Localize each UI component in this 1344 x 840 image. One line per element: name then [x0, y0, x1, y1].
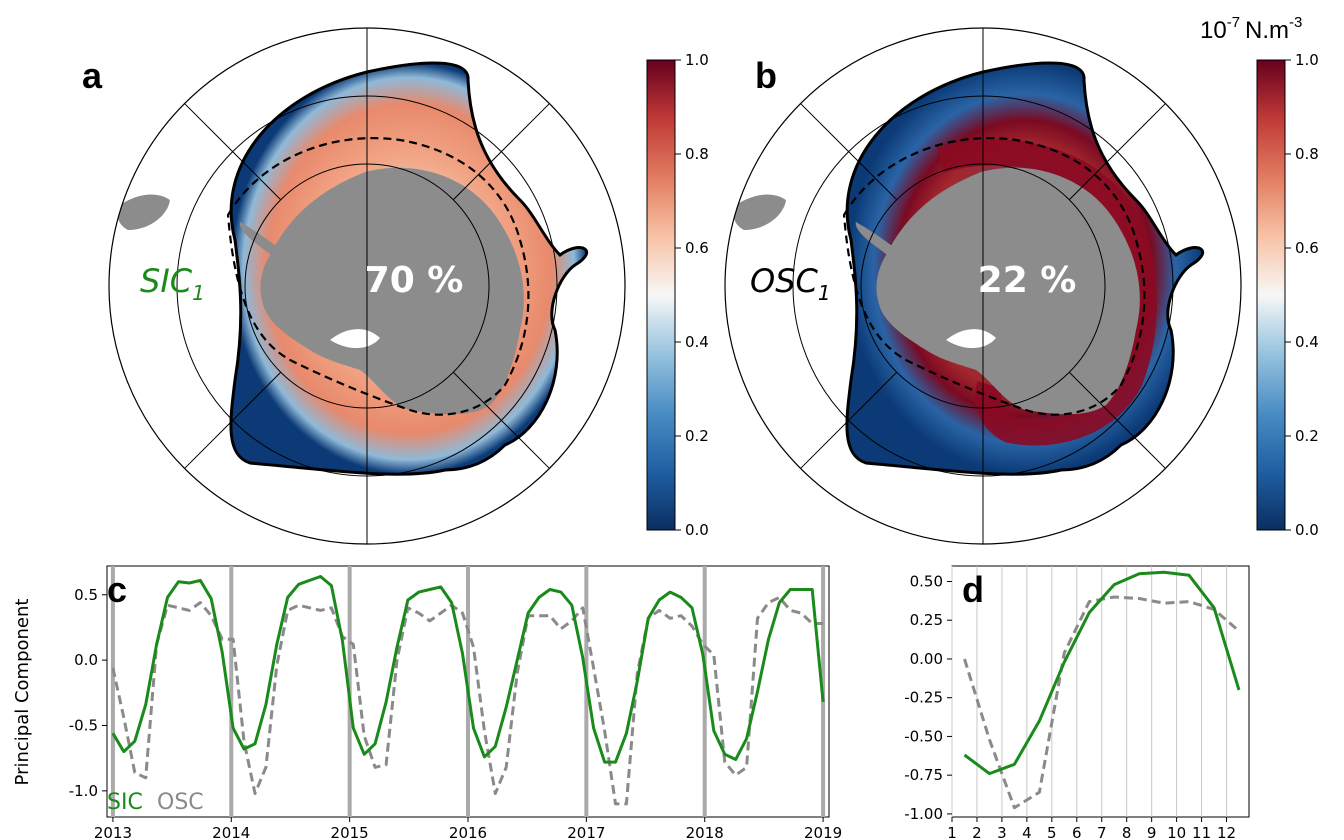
y-tick-label: -0.5: [69, 716, 98, 734]
x-tick-label: 2019: [804, 824, 842, 840]
x-tick-label: 9: [1147, 824, 1157, 840]
panel-d-climatology: 1 2 3 4 5 6 7 8 9 10 11 120.500.250.00-0.25-0.50-0.…: [904, 566, 1249, 840]
y-tick-label: -0.50: [904, 727, 943, 745]
panel-letter-c: c: [107, 569, 127, 610]
osc-mode-label: OSC1: [750, 262, 831, 305]
colorbar-tick-label: 0.0: [685, 521, 709, 539]
colorbar-b-unit: 10-7 N.m-3: [1200, 14, 1302, 44]
y-tick-label: 0.5: [74, 586, 98, 604]
x-tick-label: 3: [997, 824, 1007, 840]
y-axis-label: Principal Component: [12, 599, 33, 786]
colorbar-tick-label: 1.0: [1295, 51, 1319, 69]
x-tick-label: 2017: [567, 824, 605, 840]
x-tick-label: 8: [1122, 824, 1132, 840]
y-tick-label: 0.0: [74, 651, 98, 669]
y-tick-label: -1.00: [904, 805, 943, 823]
colorbar-tick-label: 0.0: [1295, 521, 1319, 539]
x-tick-label: 11: [1192, 824, 1211, 840]
x-tick-label: 2016: [449, 824, 487, 840]
y-tick-label: 0.50: [910, 572, 943, 590]
x-tick-label: 2015: [331, 824, 369, 840]
y-tick-label: -0.25: [904, 689, 943, 707]
y-tick-label: 0.00: [910, 650, 943, 668]
colorbar-tick-label: 0.2: [1295, 427, 1319, 445]
x-tick-label: 4: [1022, 824, 1032, 840]
colorbar-tick-label: 0.8: [685, 145, 709, 163]
x-tick-label: 7: [1097, 824, 1107, 840]
colorbar-tick-label: 0.4: [685, 333, 709, 351]
y-tick-label: -1.0: [69, 782, 98, 800]
x-tick-label: 2013: [94, 824, 132, 840]
legend-osc: OSC: [157, 790, 204, 815]
panel-letter-d: d: [962, 569, 984, 610]
colorbar-tick-label: 0.6: [1295, 239, 1319, 257]
x-tick-label: 10: [1167, 824, 1186, 840]
y-tick-label: -0.75: [904, 766, 943, 784]
south-america-land: [118, 195, 170, 230]
x-tick-label: 5: [1047, 824, 1057, 840]
colorbar-tick-label: 0.4: [1295, 333, 1319, 351]
colorbar-tick-label: 1.0: [685, 51, 709, 69]
colorbar-tick-label: 0.2: [685, 427, 709, 445]
x-tick-label: 2014: [212, 824, 250, 840]
sic-variance-percent: 70 %: [365, 260, 464, 301]
south-america-land: [734, 195, 786, 230]
x-tick-label: 1: [947, 824, 957, 840]
osc-variance-percent: 22 %: [978, 260, 1077, 301]
colorbar-b: [1257, 60, 1285, 530]
colorbar-a: [647, 60, 675, 530]
y-tick-label: 0.25: [910, 611, 943, 629]
x-tick-label: 12: [1217, 824, 1236, 840]
panel-d-frame: [952, 566, 1249, 817]
sic-mode-label: SIC1: [140, 262, 205, 305]
x-tick-label: 2: [972, 824, 982, 840]
panel-letter-b: b: [755, 55, 777, 96]
colorbar-tick-label: 0.8: [1295, 145, 1319, 163]
x-tick-label: 2018: [686, 824, 724, 840]
legend-sic: SIC: [107, 790, 143, 815]
colorbar-tick-label: 0.6: [685, 239, 709, 257]
x-tick-label: 6: [1072, 824, 1082, 840]
panel-letter-a: a: [82, 55, 103, 96]
